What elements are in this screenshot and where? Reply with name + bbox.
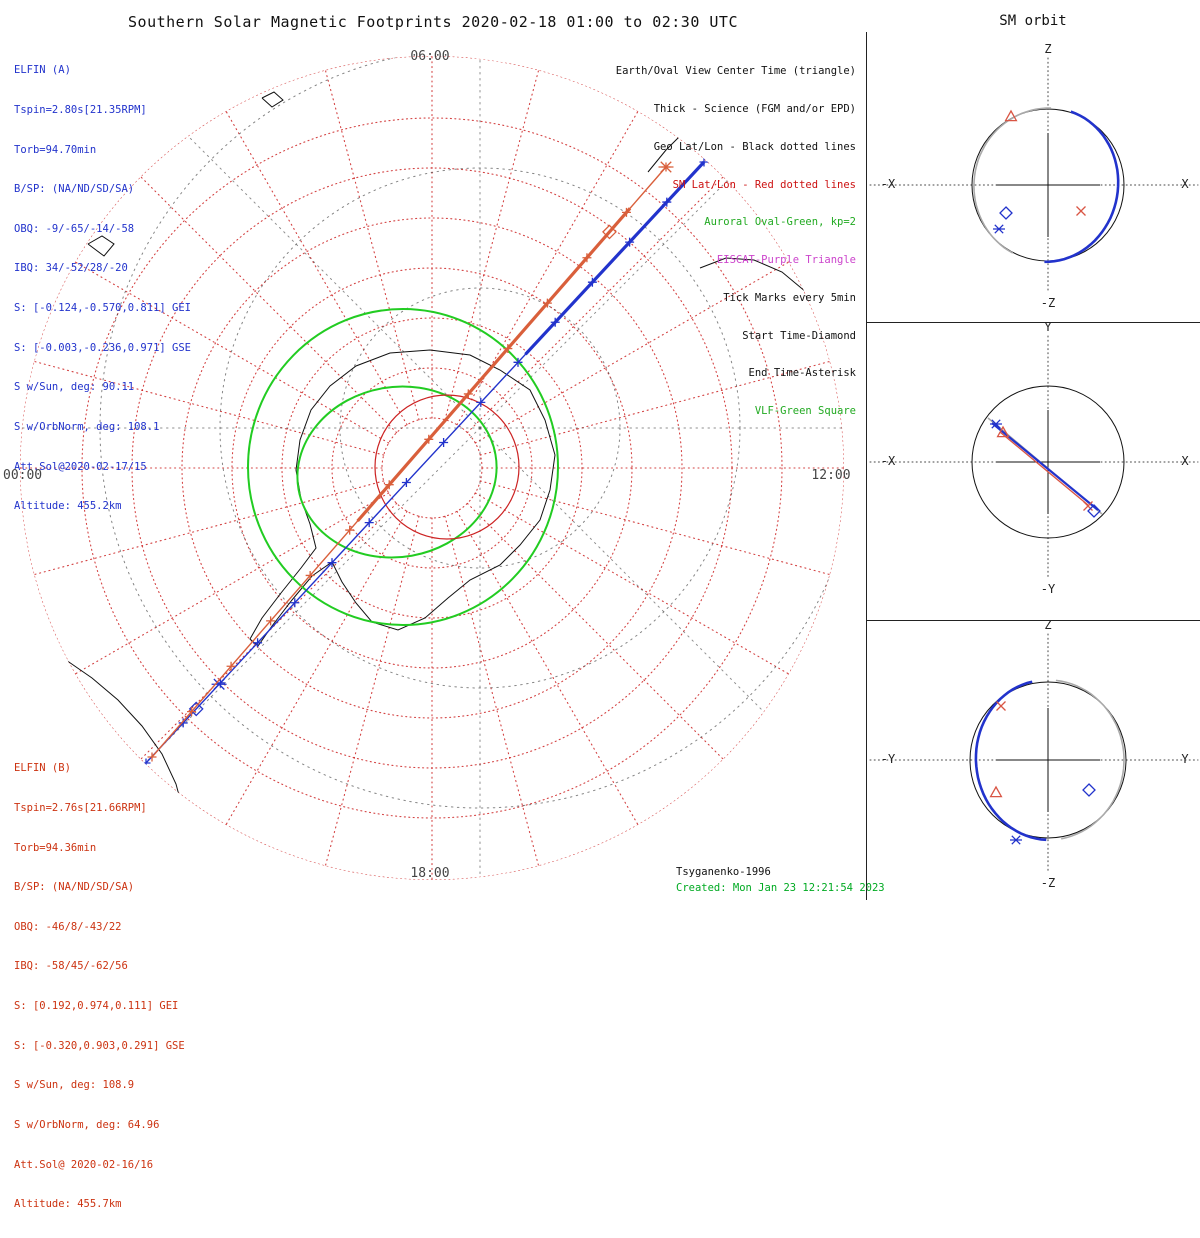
elfin-a-line: Altitude: 455.2km	[14, 500, 122, 513]
orbit-panel-3	[869, 633, 1199, 873]
clock-label-1800: 18:00	[410, 866, 450, 881]
sm-grid	[20, 56, 844, 880]
legend-item: Earth/Oval View Center Time (triangle)	[615, 65, 856, 78]
elfin-b-line: S w/OrbNorm, deg: 64.96	[14, 1118, 160, 1131]
auroral-oval	[247, 308, 559, 626]
auroral-oval	[296, 385, 498, 559]
plot-root: Southern Solar Magnetic Footprints 2020-…	[3, 13, 1200, 1210]
elfin-a-name: ELFIN (A)	[14, 64, 71, 77]
elfin-b-line: S: [-0.320,0.903,0.291] GSE	[14, 1039, 185, 1052]
polar-map	[20, 56, 844, 880]
orbit3-axis-bottom: -Z	[1040, 876, 1056, 890]
elfin-b-line: B/SP: (NA/ND/SD/SA)	[14, 881, 135, 894]
elfin-a-line: S: [-0.003,-0.236,0.971] GSE	[14, 341, 192, 354]
elfin-a-line: OBQ: -9/-65/-14/-58	[14, 222, 135, 235]
elfin-a-line: S w/OrbNorm, deg: 108.1	[14, 420, 160, 433]
legend-item: Tick Marks every 5min	[723, 291, 856, 304]
elfin-a-line: S: [-0.124,-0.570,0.811] GEI	[14, 302, 192, 315]
page-title: Southern Solar Magnetic Footprints 2020-…	[128, 13, 738, 31]
legend-item: End Time-Asterisk	[748, 367, 856, 380]
elfin-b-info-block: ELFIN (B) Tspin=2.76s[21.66RPM] Torb=94.…	[14, 736, 185, 1238]
elfin-a-info-block: ELFIN (A) Tspin=2.80s[21.35RPM] Torb=94.…	[14, 38, 191, 540]
panel-divider-vertical	[866, 32, 867, 900]
track-elfin-b	[147, 161, 674, 762]
created-label: Created: Mon Jan 23 12:21:54 2023	[676, 882, 885, 894]
orbit2-axis-right: X	[1181, 454, 1189, 468]
legend-item: EISCAT-Purple Triangle	[716, 254, 856, 267]
panel-divider-bottom	[867, 620, 1200, 621]
elfin-b-line: Tspin=2.76s[21.66RPM]	[14, 802, 147, 815]
elfin-b-line: Torb=94.36min	[14, 841, 97, 854]
model-label: Tsyganenko-1996	[676, 866, 771, 878]
elfin-b-line: OBQ: -46/8/-43/22	[14, 920, 122, 933]
clock-label-0000: 00:00	[3, 468, 43, 483]
legend-item: SM Lat/Lon - Red dotted lines	[672, 178, 856, 191]
orbit-panel-1	[869, 57, 1199, 293]
legend-item: Geo Lat/Lon - Black dotted lines	[653, 140, 856, 153]
elfin-b-line: IBQ: -58/45/-62/56	[14, 960, 128, 973]
legend-item: VLF-Green Square	[754, 405, 856, 418]
orbit1-axis-bottom: -Z	[1040, 296, 1056, 310]
map-legend: Earth/Oval View Center Time (triangle) T…	[500, 40, 856, 443]
elfin-b-line: S: [0.192,0.974,0.111] GEI	[14, 1000, 179, 1013]
orbit-panel-2	[869, 335, 1199, 579]
elfin-b-line: S w/Sun, deg: 108.9	[14, 1079, 135, 1092]
legend-item: Thick - Science (FGM and/or EPD)	[653, 102, 856, 115]
sm-pole-circle	[374, 394, 520, 540]
clock-label-1200: 12:00	[811, 468, 851, 483]
orbit-panel-title: SM orbit	[999, 13, 1067, 29]
elfin-a-line: Att.Sol@2020-02-17/15	[14, 460, 147, 473]
orbit2-axis-bottom: -Y	[1040, 582, 1056, 596]
orbit3-axis-top: Z	[1044, 618, 1052, 632]
elfin-b-line: Altitude: 455.7km	[14, 1198, 122, 1211]
legend-item: Start Time-Diamond	[742, 329, 856, 342]
orbit3-axis-right: Y	[1181, 752, 1189, 766]
orbit3-axis-left: -Y	[880, 752, 896, 766]
clock-label-0600: 06:00	[410, 49, 450, 64]
orbit1-axis-left: -X	[880, 177, 896, 191]
orbit2-axis-left: -X	[880, 454, 896, 468]
plot-graphics	[20, 56, 1199, 880]
geo-grid	[20, 56, 844, 880]
orbit1-axis-right: X	[1181, 177, 1189, 191]
elfin-a-line: IBQ: 34/-52/28/-20	[14, 262, 128, 275]
elfin-b-name: ELFIN (B)	[14, 762, 71, 775]
panel-divider-top	[867, 322, 1200, 323]
orbit2-axis-top: Y	[1044, 320, 1052, 334]
elfin-a-line: B/SP: (NA/ND/SD/SA)	[14, 183, 135, 196]
orbit1-axis-top: Z	[1044, 42, 1052, 56]
elfin-a-line: S w/Sun, deg: 90.11	[14, 381, 135, 394]
elfin-a-line: Tspin=2.80s[21.35RPM]	[14, 104, 147, 117]
elfin-a-line: Torb=94.70min	[14, 143, 97, 156]
elfin-b-line: Att.Sol@ 2020-02-16/16	[14, 1158, 154, 1171]
legend-item: Auroral Oval-Green, kp=2	[704, 216, 856, 229]
